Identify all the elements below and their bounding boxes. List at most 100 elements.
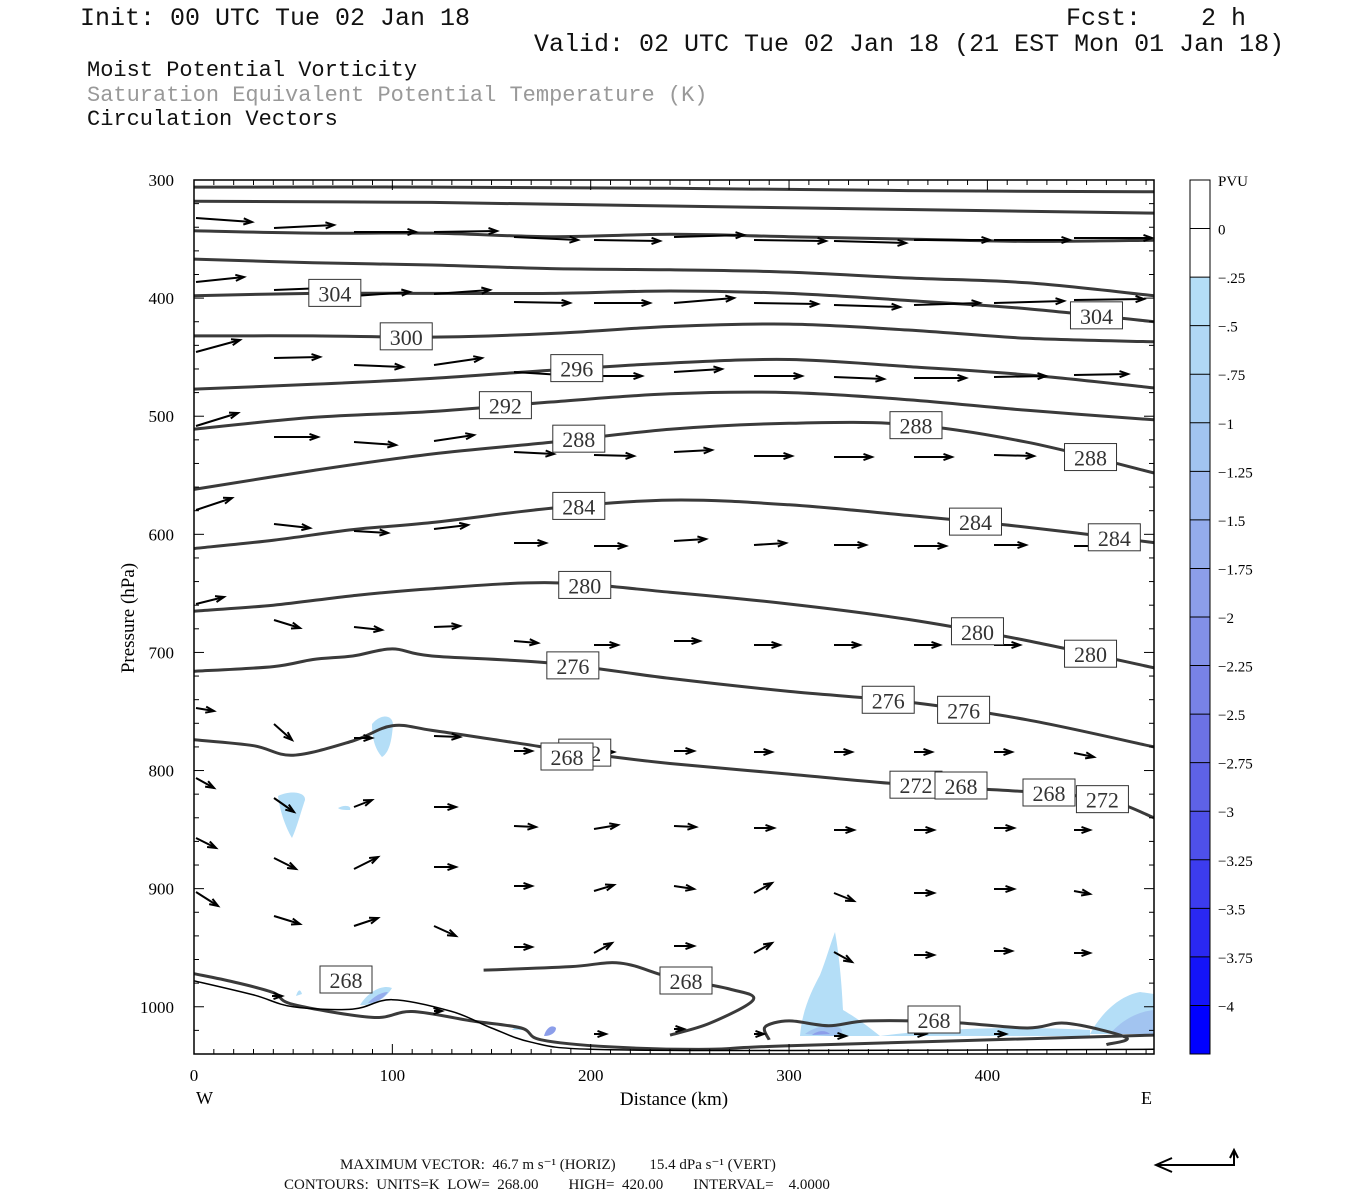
- ref-arrow-head-horizontal: [1153, 1157, 1173, 1173]
- vector-head-1: [325, 221, 337, 230]
- vector-shaft-7: [753, 239, 827, 242]
- colorbar-swatch-0: [1190, 180, 1210, 230]
- colorbar-label: −1.75: [1218, 562, 1253, 578]
- vector-head-48: [222, 496, 235, 505]
- y-axis-title: Pressure (hPa): [118, 563, 139, 673]
- vector-shaft-60: [195, 596, 225, 605]
- colorbar-swatch-9: [1190, 617, 1210, 667]
- vector-shaft-96: [195, 837, 217, 849]
- vector-head-97: [286, 861, 299, 871]
- contour-label-box: [1087, 523, 1141, 552]
- vector-head-98: [368, 855, 381, 865]
- vector-head-31: [793, 371, 805, 381]
- vector-head-4: [569, 235, 581, 244]
- vector-shaft-38: [353, 441, 397, 446]
- contour-label-276: 276: [872, 688, 905, 713]
- x-tick-label-300: 300: [776, 1066, 802, 1085]
- contour-label-284: 284: [1098, 526, 1131, 551]
- vector-shaft-83: [1073, 752, 1095, 758]
- vector-head-109: [290, 917, 303, 926]
- vector-head-92: [845, 825, 857, 835]
- vector-head-56: [857, 540, 869, 550]
- axes-layer: 0 100 200 300 400 300 400 500 600 700 800 900 1000: [140, 171, 1155, 1085]
- vector-head-35: [1119, 370, 1131, 379]
- vector-head-91: [765, 823, 777, 833]
- vector-shaft-54: [673, 538, 707, 542]
- vector-shaft-46: [993, 454, 1035, 457]
- plot-frame: [193, 179, 1155, 1055]
- contour-label-box: [1022, 778, 1076, 807]
- colorbar-label: −.75: [1218, 368, 1245, 384]
- vector-head-120: [273, 991, 285, 1001]
- forecast-hour-label: Fcst: 2 h: [1066, 4, 1247, 33]
- vector-head-110: [368, 916, 381, 925]
- colorbar-label: −1.25: [1218, 465, 1253, 481]
- colorbar-swatch-17: [1190, 1005, 1210, 1055]
- x-axis-title: Distance (km): [620, 1089, 728, 1110]
- y-tick-label-500: 500: [149, 407, 175, 426]
- vector-shaft-109: [273, 915, 301, 925]
- vector-head-52: [537, 538, 549, 548]
- contour-label-304: 304: [1080, 304, 1113, 329]
- x-tick-label-200: 200: [578, 1066, 604, 1085]
- x-end-label-east: E: [1141, 1088, 1152, 1108]
- contour-label-276: 276: [947, 698, 980, 723]
- contour-label-box: [546, 651, 600, 680]
- contour-label-272: 272: [899, 773, 932, 798]
- vector-head-15: [481, 286, 493, 295]
- contour-label-300: 300: [390, 325, 423, 350]
- vector-shaft-49: [273, 523, 311, 529]
- contour-label-box: [934, 771, 988, 800]
- vector-head-76: [523, 746, 535, 756]
- vector-head-116: [842, 954, 855, 964]
- contour-label-box: [948, 507, 1002, 536]
- valid-time-label: Valid: 02 UTC Tue 02 Jan 18 (21 EST Mon …: [534, 30, 1285, 59]
- pv-colorbar: 0 −.25 −.5 −.75 −1 −1.25 −1.5 −1.75 −2 −2.25 −2.5 −…: [1189, 179, 1253, 1055]
- vector-shaft-20: [833, 304, 901, 308]
- contour-label-268: 268: [918, 1008, 951, 1033]
- vector-shaft-32: [833, 376, 885, 380]
- vector-shaft-15: [433, 289, 491, 295]
- colorbar-label: 0: [1218, 223, 1226, 239]
- contour-label-box: [861, 685, 915, 714]
- vector-head-125: [837, 1031, 849, 1041]
- colorbar-swatch-16: [1190, 956, 1210, 1006]
- vector-shaft-19: [753, 302, 819, 305]
- vector-shaft-88: [513, 825, 537, 828]
- vector-shaft-25: [273, 356, 321, 359]
- vector-head-83: [1084, 751, 1097, 760]
- contour-label-288: 288: [899, 414, 932, 439]
- contour-label-268: 268: [945, 774, 978, 799]
- vector-head-107: [1080, 888, 1093, 897]
- vector-head-73: [283, 731, 295, 742]
- colorbar-label: −3.5: [1218, 902, 1245, 918]
- vector-head-88: [527, 822, 539, 831]
- vector-head-113: [602, 941, 615, 951]
- y-tick-label-700: 700: [149, 643, 175, 662]
- vector-shaft-63: [433, 625, 461, 628]
- vector-head-24: [230, 338, 243, 347]
- vector-shaft-90: [673, 825, 697, 828]
- terrain-line: [193, 980, 1155, 1052]
- pv-region-5: [812, 1031, 830, 1035]
- contour-label-268: 268: [1033, 781, 1066, 806]
- contour-label-box: [950, 617, 1004, 646]
- vector-shaft-22: [993, 300, 1065, 304]
- vector-shaft-34: [993, 375, 1047, 378]
- vector-shaft-111: [433, 925, 457, 937]
- vector-head-36: [228, 411, 241, 420]
- vector-head-114: [685, 941, 697, 951]
- theta-es-contour-284: [193, 498, 1155, 550]
- vector-shaft-61: [273, 619, 301, 629]
- vector-shaft-86: [353, 799, 373, 808]
- vector-head-104: [844, 894, 857, 903]
- colorbar-swatch-2: [1190, 277, 1210, 327]
- vector-head-65: [609, 640, 621, 650]
- vector-head-122: [597, 1029, 609, 1039]
- theta-es-contour-300: [193, 322, 1155, 344]
- contour-label-box: [889, 770, 943, 799]
- vector-head-111: [446, 928, 459, 938]
- vector-head-96: [206, 840, 219, 850]
- x-tick-label-400: 400: [975, 1066, 1001, 1085]
